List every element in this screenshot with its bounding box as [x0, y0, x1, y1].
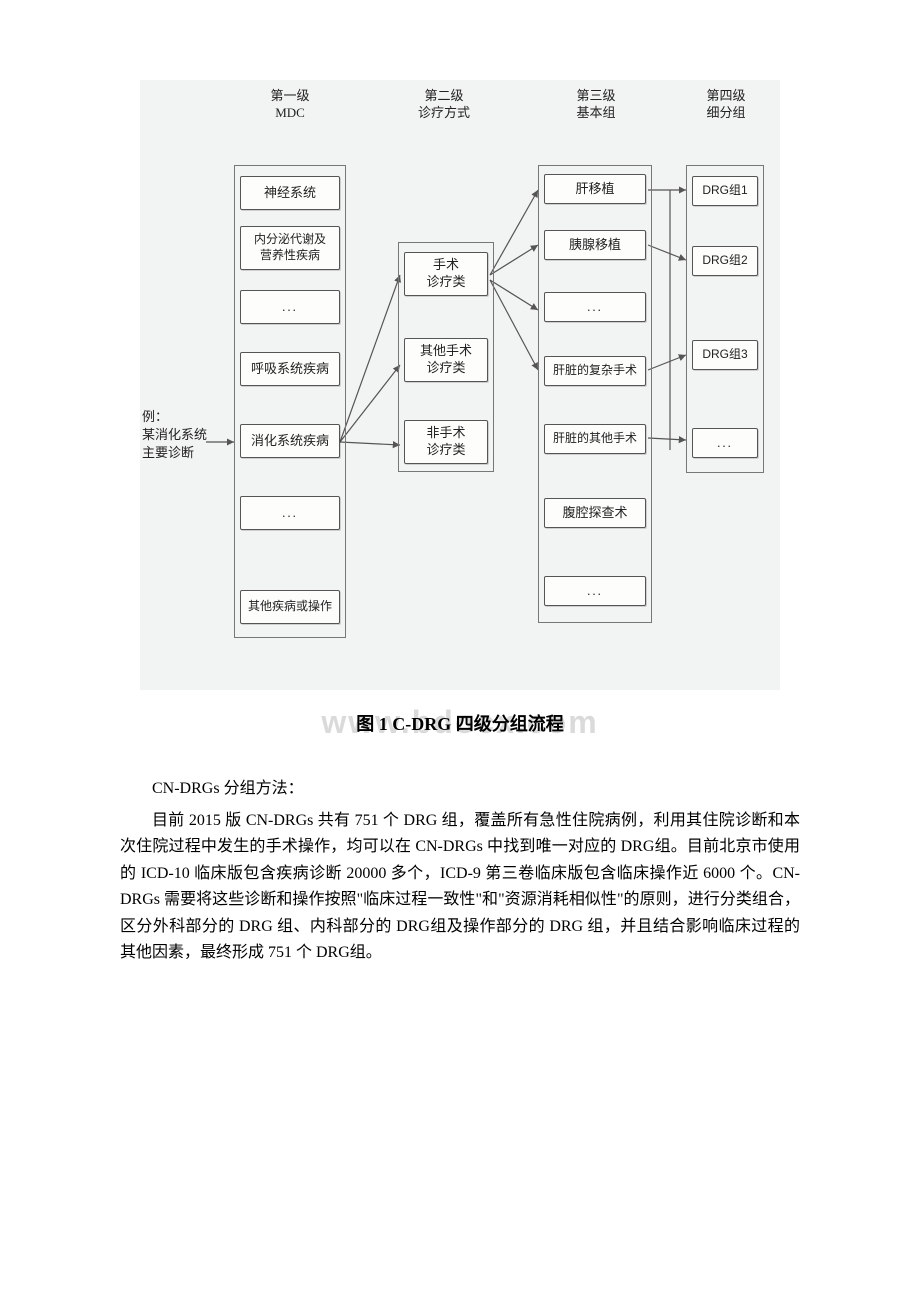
header-level-3: 第三级 基本组	[556, 88, 636, 122]
col4-frame	[686, 165, 764, 473]
header-4-line2: 细分组	[686, 105, 766, 122]
col4-box-2: DRG组2	[692, 246, 758, 276]
col3-box-5: 肝脏的其他手术	[544, 424, 646, 454]
col3-box-6: 腹腔探查术	[544, 498, 646, 528]
header-1-line1: 第一级	[250, 88, 330, 105]
body-paragraph: 目前 2015 版 CN-DRGs 共有 751 个 DRG 组，覆盖所有急性住…	[120, 808, 800, 966]
col1-box-5: 消化系统疾病	[240, 424, 340, 458]
col1-box-4: 呼吸系统疾病	[240, 352, 340, 386]
col2-box-1-l2: 诊疗类	[426, 274, 465, 291]
col2-box-2-l2: 诊疗类	[420, 360, 472, 377]
col2-box-3-l2: 诊疗类	[426, 442, 465, 459]
header-3-line1: 第三级	[556, 88, 636, 105]
col4-box-4: ...	[692, 428, 758, 458]
header-2-line2: 诊疗方式	[404, 105, 484, 122]
col2-box-1: 手术 诊疗类	[404, 252, 488, 296]
header-level-1: 第一级 MDC	[250, 88, 330, 122]
header-2-line1: 第二级	[404, 88, 484, 105]
header-1-line2: MDC	[250, 105, 330, 122]
col3-box-1: 肝移植	[544, 174, 646, 204]
figure-caption: 图 1 C-DRG 四级分组流程	[60, 710, 860, 736]
col2-box-2-l1: 其他手术	[420, 343, 472, 360]
col1-box-2-l1: 内分泌代谢及	[254, 232, 326, 248]
col2-box-1-l1: 手术	[426, 257, 465, 274]
col1-box-6: ...	[240, 496, 340, 530]
col3-box-7: ...	[544, 576, 646, 606]
header-4-line1: 第四级	[686, 88, 766, 105]
col2-box-3: 非手术 诊疗类	[404, 420, 488, 464]
col1-box-2: 内分泌代谢及 营养性疾病	[240, 226, 340, 270]
col1-box-2-l2: 营养性疾病	[254, 248, 326, 264]
header-level-4: 第四级 细分组	[686, 88, 766, 122]
diagram-container: 第一级 MDC 第二级 诊疗方式 第三级 基本组 第四级 细分组 例： 某消化系…	[140, 80, 780, 690]
header-3-line2: 基本组	[556, 105, 636, 122]
col4-box-3: DRG组3	[692, 340, 758, 370]
example-line3: 主要诊断	[142, 444, 212, 462]
col1-box-7: 其他疾病或操作	[240, 590, 340, 624]
example-line2: 某消化系统	[142, 426, 212, 444]
section-title: CN-DRGs 分组方法：	[120, 774, 800, 798]
col3-box-4: 肝脏的复杂手术	[544, 356, 646, 386]
example-label: 例： 某消化系统 主要诊断	[142, 408, 212, 463]
col1-box-1: 神经系统	[240, 176, 340, 210]
col3-box-3: ...	[544, 292, 646, 322]
col3-box-2: 胰腺移植	[544, 230, 646, 260]
header-level-2: 第二级 诊疗方式	[404, 88, 484, 122]
col4-box-1: DRG组1	[692, 176, 758, 206]
col2-box-3-l1: 非手术	[426, 425, 465, 442]
example-line1: 例：	[142, 408, 212, 426]
col2-box-2: 其他手术 诊疗类	[404, 338, 488, 382]
col1-box-3: ...	[240, 290, 340, 324]
